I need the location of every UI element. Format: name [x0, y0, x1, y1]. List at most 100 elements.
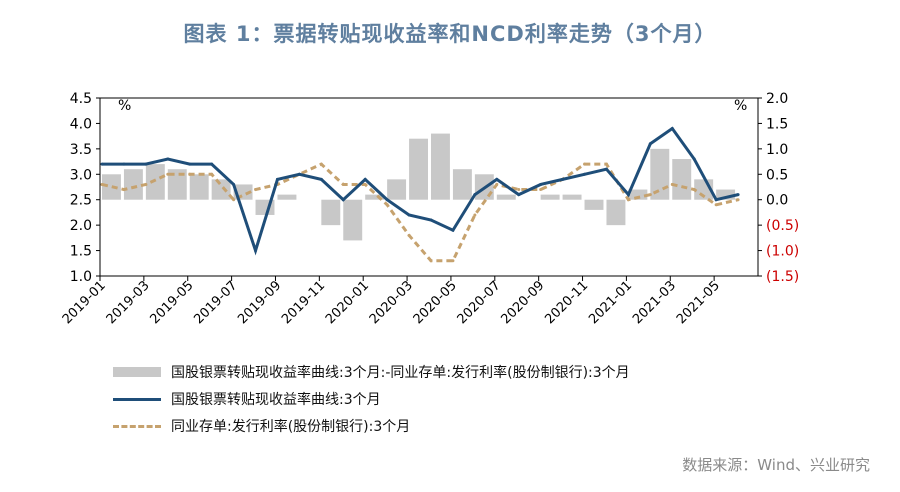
discount-yield-point [363, 177, 367, 181]
discount-yield-point [670, 127, 674, 131]
ncd-rate-point [670, 182, 674, 186]
ncd-rate-point [254, 188, 258, 192]
discount-yield-point [648, 142, 652, 146]
legend-item-dashed: 同业存单:发行利率(股份制银行):3个月 [113, 416, 410, 436]
bar-spread [123, 169, 143, 200]
ncd-rate-point [166, 172, 170, 176]
discount-yield-point [626, 193, 630, 197]
right-tick-label: 0.0 [766, 193, 788, 209]
discount-yield-point [297, 172, 301, 176]
legend-item-solid: 国股银票转贴现收益率曲线:3个月 [113, 389, 381, 409]
bar-spread [365, 194, 385, 200]
bar-spread [606, 199, 626, 226]
discount-yield-point [692, 157, 696, 161]
right-tick-label: 1.5 [766, 116, 788, 132]
bar-spread [584, 199, 604, 210]
bar-spread [452, 169, 472, 200]
discount-yield-point [166, 157, 170, 161]
bar-spread [321, 199, 341, 226]
left-tick-label: 1.0 [70, 269, 92, 285]
ncd-rate-point [341, 182, 345, 186]
discount-yield-point [451, 228, 455, 232]
bar-spread [343, 199, 363, 241]
discount-yield-point [429, 218, 433, 222]
right-tick-label: (0.5) [766, 218, 799, 234]
legend-item-bar: 国股银票转贴现收益率曲线:3个月:-同业存单:发行利率(股份制银行):3个月 [113, 362, 630, 382]
right-tick-label: (1.0) [766, 244, 799, 260]
legend-label-dashed: 同业存单:发行利率(股份制银行):3个月 [171, 419, 411, 435]
ncd-rate-point [144, 182, 148, 186]
ncd-rate-point [319, 162, 323, 166]
discount-yield-point [144, 162, 148, 166]
ncd-rate-point [429, 259, 433, 263]
left-tick-label: 1.5 [70, 244, 92, 260]
bar-spread [145, 164, 165, 200]
discount-yield-point [122, 162, 126, 166]
legend-swatch-dashed [113, 424, 161, 428]
discount-yield-line [102, 126, 739, 256]
left-unit-label: % [118, 98, 131, 114]
ncd-rate-point [122, 188, 126, 192]
left-tick-label: 2.5 [70, 193, 92, 209]
left-tick-label: 4.5 [70, 91, 92, 107]
bar-spread [277, 194, 297, 200]
discount-yield-point [254, 249, 258, 253]
ncd-rate-point [583, 162, 587, 166]
left-tick-label: 4.0 [70, 116, 92, 132]
ncd-rate-point [539, 188, 543, 192]
legend-label-solid: 国股银票转贴现收益率曲线:3个月 [171, 392, 381, 408]
ncd-rate-point [626, 198, 630, 202]
discount-yield-point [604, 167, 608, 171]
x-tick-label: 2019-09 [235, 278, 284, 327]
legend-swatch-bar [113, 367, 161, 377]
ncd-rate-point [188, 172, 192, 176]
legend-label-bar: 国股银票转贴现收益率曲线:3个月:-同业存单:发行利率(股份制银行):3个月 [171, 365, 630, 381]
bar-spread [387, 179, 407, 200]
x-tick-label: 2019-01 [60, 278, 109, 327]
discount-yield-point [714, 198, 718, 202]
x-tick-label: 2021-03 [630, 278, 679, 327]
bar-spread [540, 194, 560, 200]
discount-yield-point [473, 193, 477, 197]
ncd-rate-point [451, 259, 455, 263]
x-tick-label: 2021-01 [586, 278, 635, 327]
bar-spread [562, 194, 582, 200]
x-tick-label: 2020-09 [498, 278, 547, 327]
discount-yield-point [561, 177, 565, 181]
ncd-rate-point [210, 172, 214, 176]
discount-yield-point [275, 177, 279, 181]
bar-spread [211, 179, 231, 200]
ncd-rate-point [363, 182, 367, 186]
right-tick-label: (1.5) [766, 269, 799, 285]
x-tick-label: 2020-07 [455, 278, 504, 327]
x-tick-label: 2019-05 [148, 278, 197, 327]
discount-yield-point [319, 177, 323, 181]
right-unit-label: % [734, 98, 747, 114]
x-tick-label: 2020-01 [323, 278, 372, 327]
right-tick-label: 1.0 [766, 142, 788, 158]
bar-spread [431, 133, 450, 200]
bar-spread [496, 194, 516, 200]
source-note: 数据来源：Wind、兴业研究 [682, 456, 870, 474]
right-tick-label: 0.5 [766, 167, 788, 183]
bar-spread [716, 189, 736, 200]
x-tick-label: 2020-11 [542, 278, 591, 327]
ncd-rate-point [407, 233, 411, 237]
left-tick-label: 3.5 [70, 142, 92, 158]
x-tick-label: 2020-03 [367, 278, 416, 327]
discount-yield-point [517, 193, 521, 197]
bar-spread [409, 138, 428, 200]
bar-spread [672, 159, 692, 200]
right-tick-label: 2.0 [766, 91, 788, 107]
bar-spread [189, 174, 209, 200]
ncd-rate-point [714, 203, 718, 207]
ncd-rate-point [473, 213, 477, 217]
chart-title: 图表 1：票据转贴现收益率和NCD利率走势（3个月） [183, 22, 717, 46]
legend-swatch-solid [113, 397, 161, 401]
bar-spread [628, 189, 648, 200]
discount-yield-point [188, 162, 192, 166]
x-tick-label: 2019-07 [191, 278, 240, 327]
ncd-rate-point [648, 193, 652, 197]
ncd-rate-point [232, 198, 236, 202]
x-tick-label: 2019-03 [104, 278, 153, 327]
